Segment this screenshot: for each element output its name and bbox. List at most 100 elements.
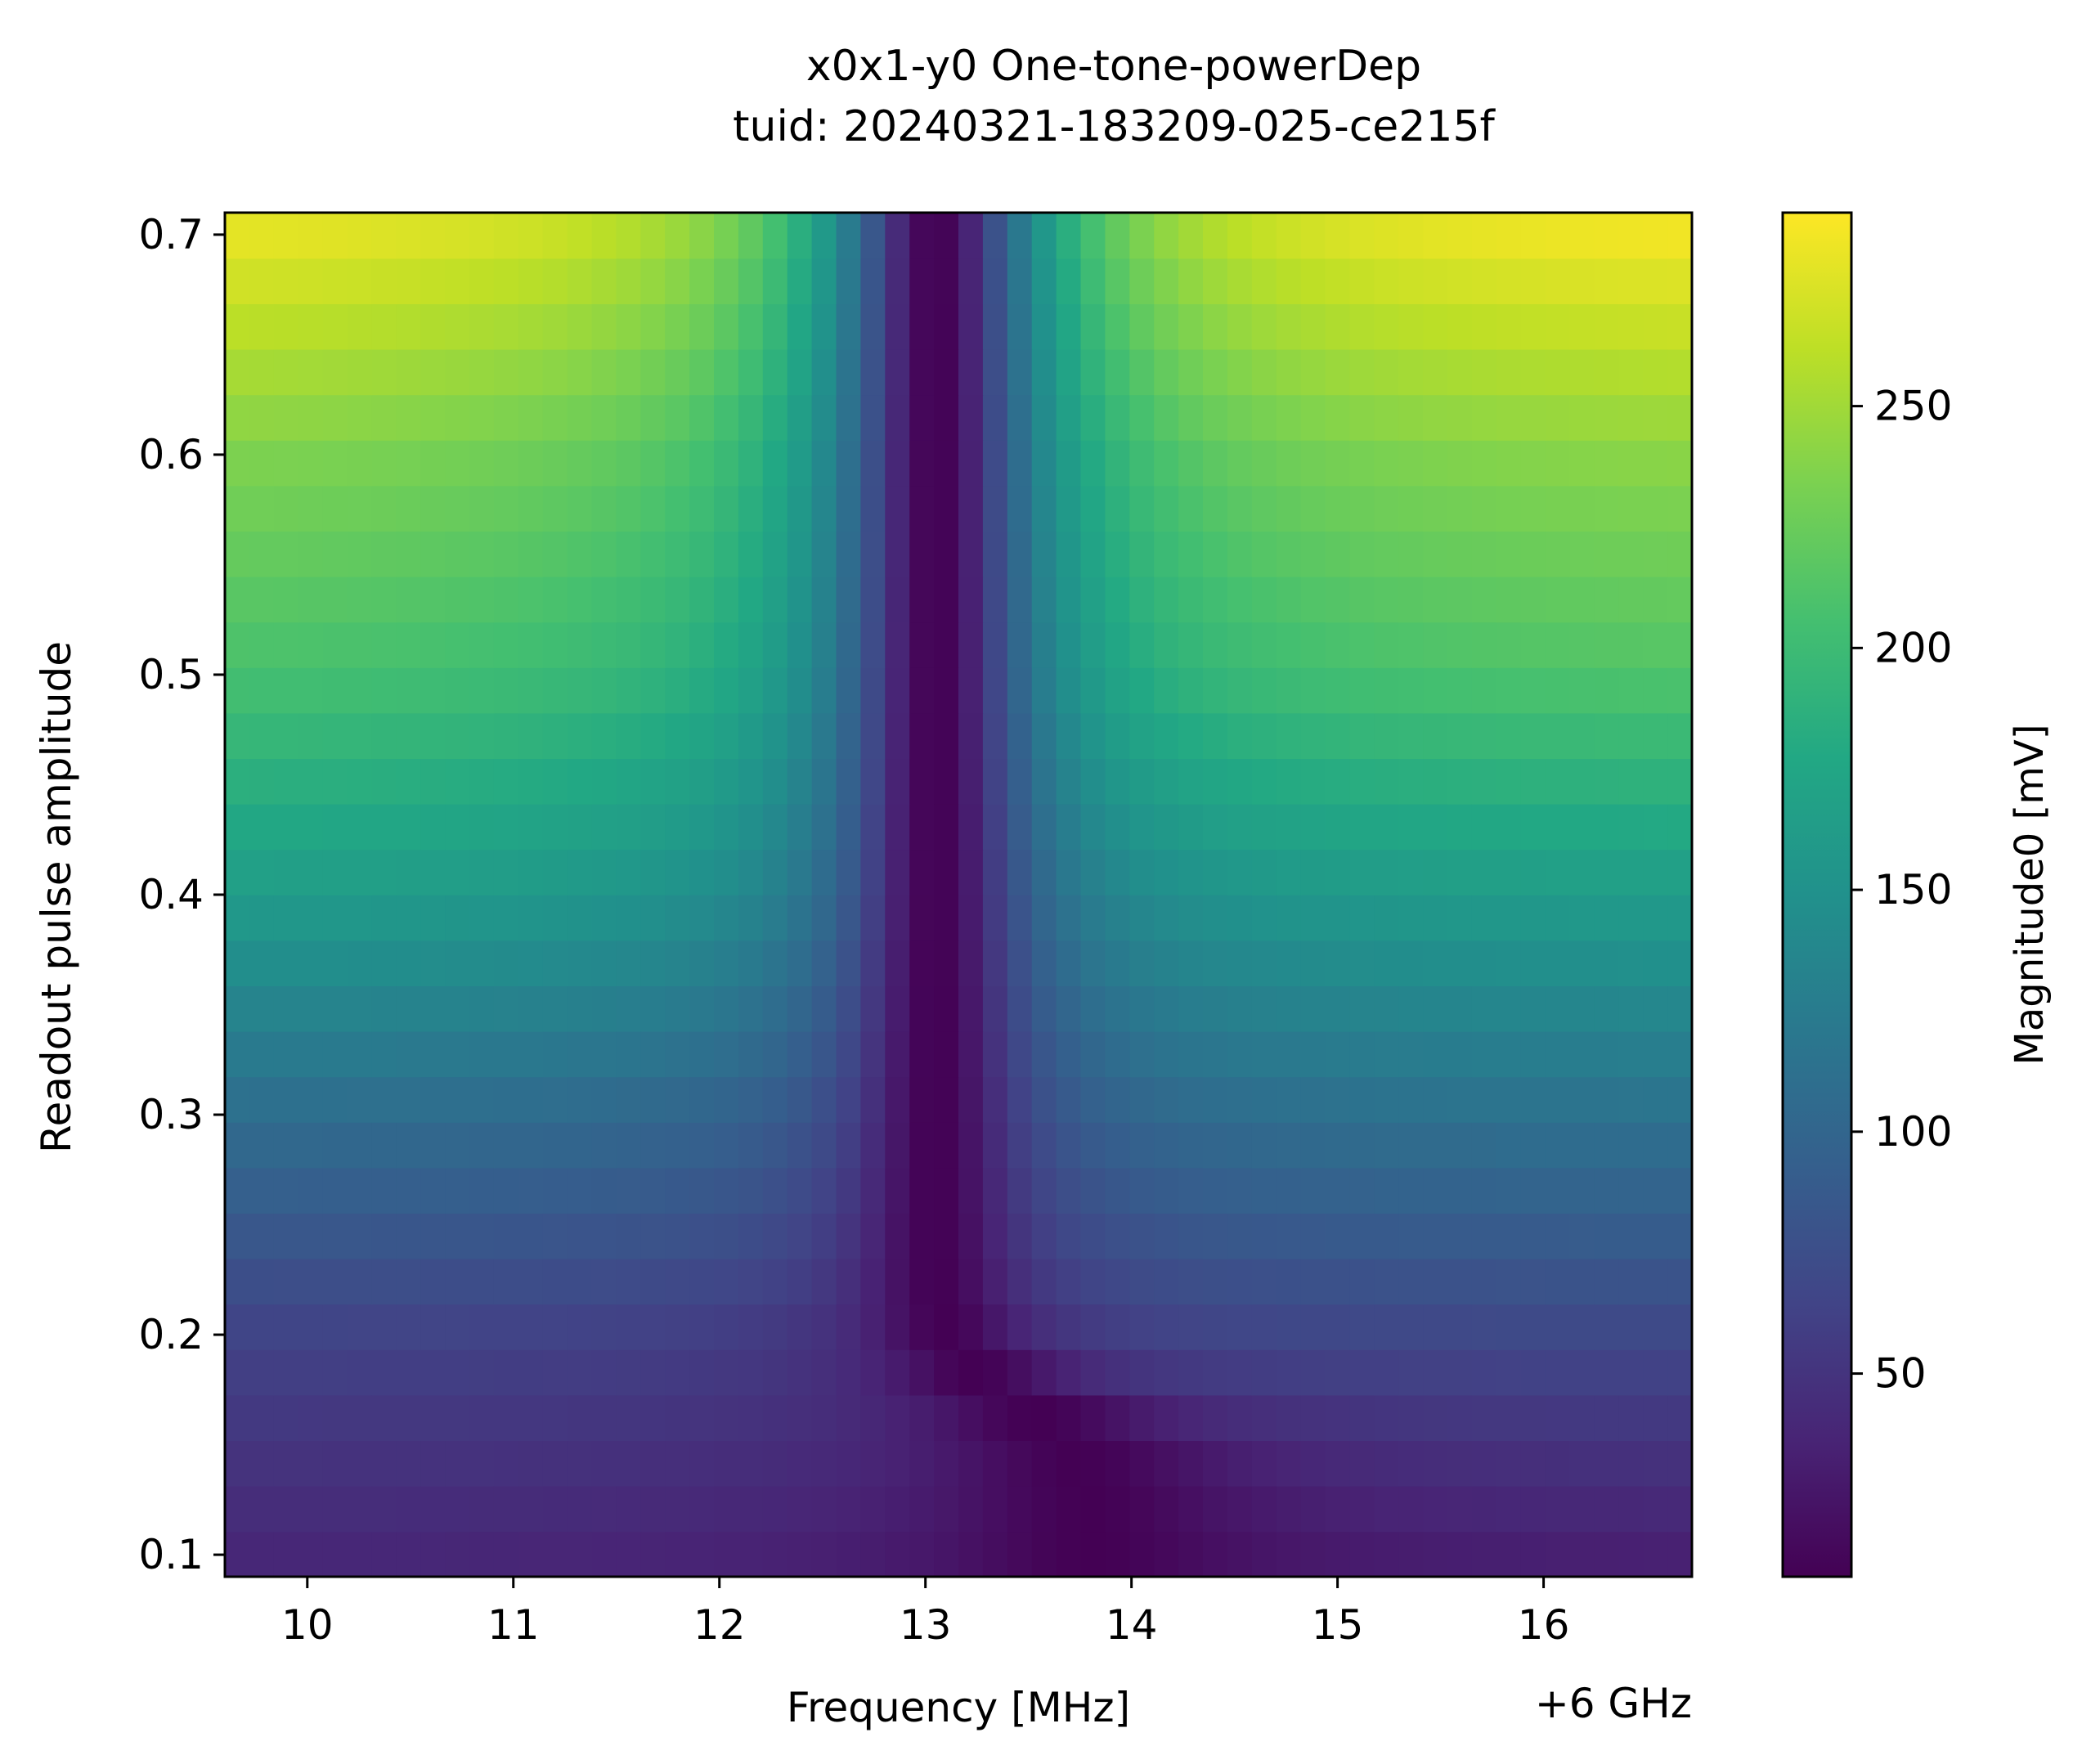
- heatmap-cell: [567, 1440, 593, 1487]
- heatmap-cell: [1594, 1122, 1620, 1169]
- heatmap-cell: [1496, 667, 1522, 714]
- heatmap-cell: [1594, 303, 1620, 350]
- heatmap-cell: [1520, 213, 1546, 259]
- heatmap-cell: [1325, 803, 1351, 851]
- heatmap-cell: [420, 1304, 446, 1350]
- heatmap-cell: [860, 485, 886, 532]
- heatmap-cell: [1471, 803, 1497, 851]
- heatmap-cell: [1129, 1167, 1155, 1214]
- heatmap-cell: [860, 985, 886, 1032]
- heatmap-cell: [518, 849, 544, 895]
- heatmap-cell: [714, 1440, 739, 1487]
- heatmap-cell: [542, 531, 568, 577]
- heatmap-cell: [1398, 1349, 1424, 1396]
- heatmap-cell: [1471, 348, 1497, 396]
- heatmap-cell: [1423, 1394, 1448, 1441]
- heatmap-cell: [542, 213, 568, 259]
- heatmap-cell: [298, 849, 324, 895]
- heatmap-cell: [958, 849, 984, 895]
- heatmap-cell: [567, 1349, 593, 1396]
- heatmap-cell: [1398, 1122, 1424, 1169]
- heatmap-cell: [518, 1213, 544, 1259]
- heatmap-cell: [738, 1394, 764, 1441]
- heatmap-cell: [934, 667, 959, 714]
- heatmap-cell: [1374, 1213, 1399, 1259]
- heatmap-cell: [860, 712, 886, 759]
- heatmap-cell: [1667, 1531, 1693, 1578]
- heatmap-cell: [934, 1485, 959, 1533]
- heatmap-cell: [591, 1122, 617, 1169]
- heatmap-cell: [420, 895, 446, 941]
- heatmap-cell: [1276, 348, 1302, 396]
- heatmap-cell: [1007, 985, 1033, 1032]
- heatmap-cell: [616, 1030, 642, 1078]
- heatmap-cell: [1031, 348, 1057, 396]
- heatmap-cell: [1569, 1349, 1595, 1396]
- heatmap-cell: [1667, 667, 1693, 714]
- heatmap-cell: [1251, 803, 1277, 851]
- heatmap-cell: [1300, 940, 1326, 986]
- heatmap-cell: [860, 849, 886, 895]
- heatmap-cell: [396, 1258, 421, 1305]
- heatmap-cell: [665, 1258, 690, 1305]
- heatmap-cell: [860, 667, 886, 714]
- heatmap-cell: [1643, 803, 1668, 851]
- heatmap-cell: [567, 1076, 593, 1123]
- heatmap-cell: [811, 667, 837, 714]
- heatmap-cell: [1520, 440, 1546, 487]
- heatmap-cell: [909, 622, 935, 668]
- heatmap-cell: [347, 985, 373, 1032]
- heatmap-cell: [396, 1440, 421, 1487]
- heatmap-cell: [322, 440, 348, 487]
- heatmap-cell: [1471, 1531, 1497, 1578]
- heatmap-cell: [371, 1258, 397, 1305]
- heatmap-cell: [396, 1394, 421, 1441]
- heatmap-cell: [860, 1531, 886, 1578]
- heatmap-cell: [591, 895, 617, 941]
- heatmap-cell: [1447, 394, 1473, 441]
- heatmap-cell: [1129, 1213, 1155, 1259]
- heatmap-cell: [958, 213, 984, 259]
- heatmap-cell: [909, 712, 935, 759]
- heatmap-cell: [1569, 1304, 1595, 1350]
- heatmap-cell: [493, 758, 519, 805]
- heatmap-cell: [1643, 1304, 1668, 1350]
- heatmap-cell: [885, 1076, 910, 1123]
- heatmap-cell: [396, 1122, 421, 1169]
- heatmap-cell: [273, 1167, 299, 1214]
- heatmap-cell: [640, 1167, 666, 1214]
- heatmap-cell: [567, 622, 593, 668]
- heatmap-cell: [1398, 213, 1424, 259]
- heatmap-cell: [934, 348, 959, 396]
- heatmap-cell: [1080, 1440, 1106, 1487]
- heatmap-cell: [1154, 576, 1179, 623]
- heatmap-cell: [445, 758, 470, 805]
- heatmap-cell: [1325, 985, 1351, 1032]
- heatmap-cell: [958, 895, 984, 941]
- heatmap-cell: [1007, 531, 1033, 577]
- heatmap-cell: [1447, 849, 1473, 895]
- heatmap-cell: [518, 348, 544, 396]
- heatmap-cell: [347, 1485, 373, 1533]
- heatmap-cell: [1569, 985, 1595, 1032]
- heatmap-cell: [298, 258, 324, 304]
- heatmap-cell: [347, 803, 373, 851]
- heatmap-cell: [1374, 940, 1399, 986]
- heatmap-cell: [1227, 849, 1253, 895]
- heatmap-cell: [1251, 1531, 1277, 1578]
- heatmap-cell: [787, 348, 813, 396]
- heatmap-cell: [298, 1349, 324, 1396]
- heatmap-cell: [1325, 440, 1351, 487]
- heatmap-cell: [1080, 576, 1106, 623]
- heatmap-cell: [885, 394, 910, 441]
- heatmap-cell: [958, 531, 984, 577]
- heatmap-cell: [273, 667, 299, 714]
- heatmap-cell: [1325, 1349, 1351, 1396]
- heatmap-cell: [591, 1485, 617, 1533]
- heatmap-cell: [420, 258, 446, 304]
- heatmap-cell: [958, 1122, 984, 1169]
- heatmap-cell: [1203, 576, 1228, 623]
- heatmap-cell: [1594, 622, 1620, 668]
- heatmap-cell: [738, 213, 764, 259]
